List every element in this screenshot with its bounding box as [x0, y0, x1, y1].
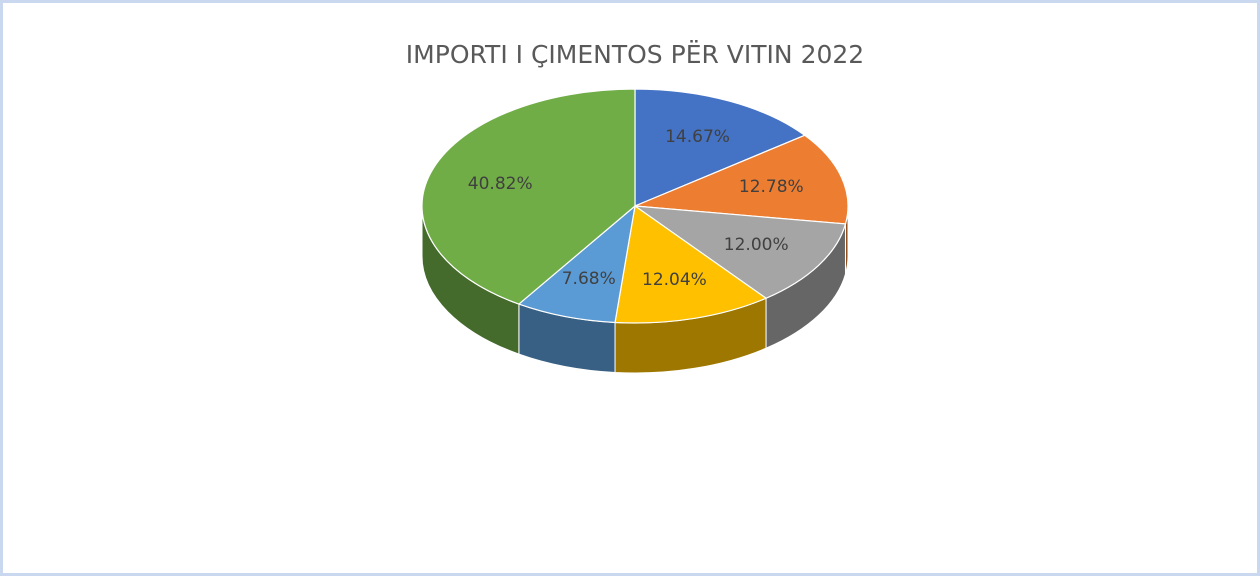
data-label: 12.78% [739, 177, 804, 197]
slice [614, 204, 768, 324]
chart: IMPORTI I ÇIMENTOS PËR VITIN 2022 14.67%… [406, 40, 864, 374]
slice [517, 204, 636, 324]
slice [632, 205, 847, 299]
data-label: 7.68% [562, 269, 616, 289]
chart-title: IMPORTI I ÇIMENTOS PËR VITIN 2022 [406, 40, 864, 69]
slice [421, 88, 636, 305]
slice [634, 134, 849, 225]
data-label: 12.00% [724, 235, 789, 255]
data-label: 12.04% [642, 270, 707, 290]
data-label: 14.67% [665, 127, 730, 147]
slice [634, 88, 806, 207]
data-label: 40.82% [468, 174, 533, 194]
